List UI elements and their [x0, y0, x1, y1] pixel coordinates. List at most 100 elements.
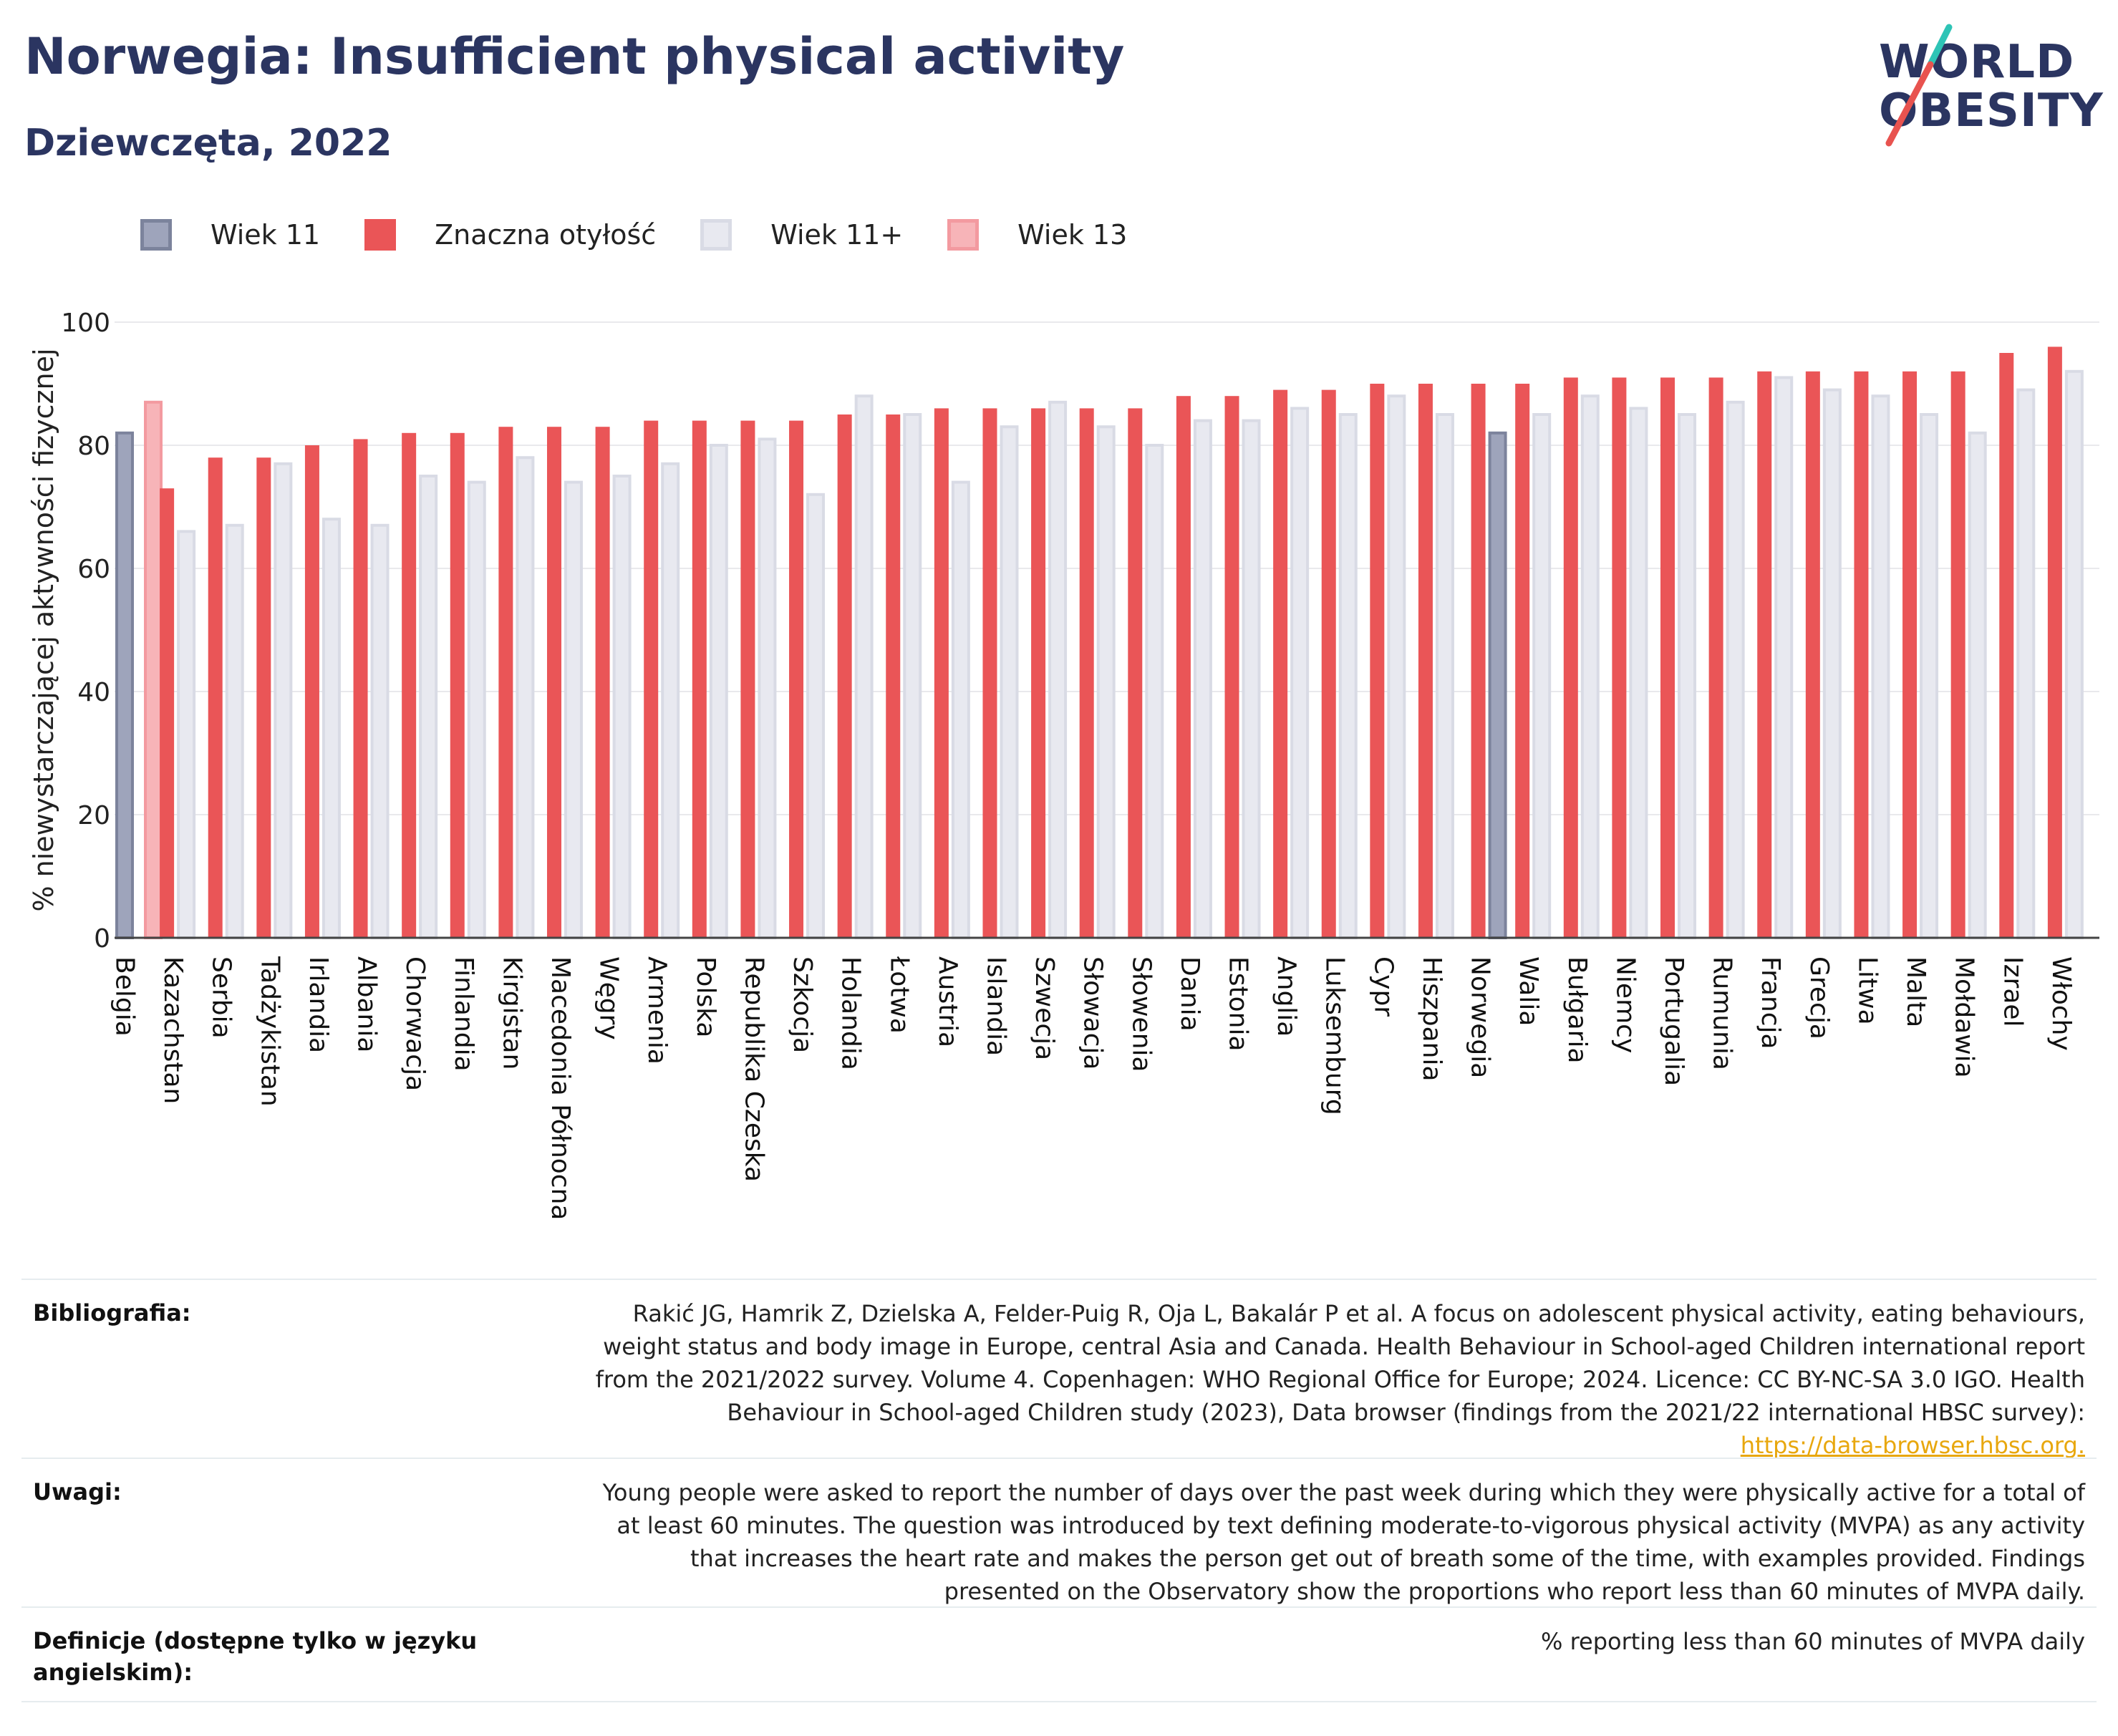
legend-label: Wiek 11: [211, 219, 321, 251]
bar-wiek-11-: [1774, 376, 1794, 939]
bar-znaczna-oty-o-: [1273, 389, 1288, 938]
legend-swatch: [700, 219, 732, 251]
bar-znaczna-oty-o-: [498, 427, 513, 938]
bar-znaczna-oty-o-: [982, 408, 997, 938]
x-tick-label: Portugalia: [1659, 956, 1688, 1086]
bar-wiek-11-: [274, 462, 293, 940]
bar-wiek-11-: [1048, 400, 1068, 940]
bar-znaczna-oty-o-: [353, 439, 368, 938]
logo-line-1: WORLD: [1879, 36, 2075, 89]
x-tick-label: Chorwacja: [400, 956, 430, 1091]
x-tick-label: Holandia: [836, 956, 866, 1070]
bar-znaczna-oty-o-: [934, 408, 949, 938]
y-tick-label: 60: [77, 555, 110, 584]
bar-znaczna-oty-o-: [1079, 408, 1094, 938]
y-axis-label: % niewystarczającej aktywności fizycznej: [28, 348, 59, 911]
bar-znaczna-oty-o-: [1128, 408, 1143, 938]
legend-swatch: [947, 219, 980, 251]
page-subtitle: Dziewczęta, 2022: [24, 122, 392, 165]
bar-wiek-11-: [467, 480, 486, 940]
bar-znaczna-oty-o-: [546, 427, 561, 938]
legend-item-znaczna-otylosc[interactable]: Znaczna otyłość: [364, 219, 656, 251]
bar-znaczna-oty-o-: [1031, 408, 1046, 938]
x-tick-label: Anglia: [1272, 956, 1301, 1037]
bar-wiek-11-: [419, 475, 438, 939]
bar-wiek-11-: [951, 480, 970, 940]
bar-znaczna-oty-o-: [1224, 396, 1239, 938]
bar-znaczna-oty-o-: [644, 420, 659, 938]
meta-value: % reporting less than 60 minutes of MVPA…: [1540, 1628, 2085, 1655]
bar-znaczna-oty-o-: [1708, 377, 1723, 938]
bar-znaczna-oty-o-: [1950, 371, 1965, 938]
world-obesity-logo: WORLD OBESITY: [1869, 21, 2105, 150]
bar-wiek-11-: [2064, 369, 2084, 940]
bar-wiek-11-: [225, 523, 244, 939]
meta-key: Definicje (dostępne tylko w języku angie…: [33, 1627, 478, 1686]
x-tick-label: Słowenia: [1126, 956, 1156, 1072]
x-tick-label: Malta: [1901, 956, 1930, 1027]
x-tick-label: Dania: [1175, 956, 1204, 1032]
logo-slash-icon: [1885, 24, 1953, 147]
bar-znaczna-oty-o-: [740, 420, 755, 938]
x-tick-label: Węgry: [594, 956, 624, 1040]
bar-znaczna-oty-o-: [1563, 377, 1578, 938]
bar-znaczna-oty-o-: [402, 432, 417, 938]
bar-wiek-11-: [758, 437, 777, 939]
x-tick-label: Izrael: [1998, 956, 2027, 1027]
legend-item-wiek-11[interactable]: Wiek 11: [140, 219, 320, 251]
bar-wiek-11-: [612, 475, 632, 939]
x-tick-label: Irlandia: [304, 956, 333, 1053]
meta-key: Bibliografia:: [33, 1299, 191, 1327]
bar-znaczna-oty-o-: [1176, 396, 1191, 938]
bar-znaczna-oty-o-: [1660, 377, 1675, 938]
x-tick-label: Hiszpania: [1417, 956, 1446, 1082]
bar-wiek-11-: [1290, 407, 1310, 939]
x-tick-label: Walia: [1514, 956, 1543, 1026]
bar-wiek-11-: [1242, 419, 1261, 940]
legend-item-wiek-13[interactable]: Wiek 13: [947, 219, 1127, 251]
x-tick-label: Luksemburg: [1320, 956, 1350, 1115]
x-tick-label: Serbia: [207, 956, 236, 1039]
legend-label: Wiek 13: [1017, 219, 1128, 251]
x-tick-label: Tadżykistan: [255, 956, 284, 1107]
x-tick-label: Albania: [352, 956, 382, 1052]
x-tick-label: Francja: [1756, 956, 1785, 1049]
x-tick-label: Armenia: [642, 956, 672, 1065]
bar-znaczna-oty-o-: [886, 414, 901, 938]
bar-wiek-11-: [516, 456, 535, 939]
y-tick-label: 80: [77, 432, 110, 461]
x-tick-label: Austria: [933, 956, 962, 1047]
x-tick-label: Szwecja: [1030, 956, 1059, 1060]
x-tick-label: Słowacja: [1078, 956, 1108, 1070]
bar-wiek-11-: [709, 444, 728, 939]
x-tick-label: Islandia: [981, 956, 1010, 1056]
bar-wiek-11-: [370, 523, 390, 939]
y-tick-label: 20: [77, 801, 110, 830]
bar-wiek-11-: [564, 480, 583, 940]
bar-znaczna-oty-o-: [1805, 371, 1820, 938]
bar-znaczna-oty-o-: [1515, 384, 1530, 938]
bar-znaczna-oty-o-: [837, 414, 852, 938]
bar-wiek-11-: [1871, 394, 1890, 939]
bar-znaczna-oty-o-: [1612, 377, 1627, 938]
bibliography-link[interactable]: https://data-browser.hbsc.org.: [1740, 1432, 2085, 1459]
meta-value: Rakić JG, Hamrik Z, Dzielska A, Felder-P…: [581, 1297, 2085, 1462]
bar-wiek-11-: [1580, 394, 1600, 939]
x-tick-label: Włochy: [2046, 956, 2076, 1051]
bar-wiek-11-: [1387, 394, 1406, 939]
bar-wiek-11-: [1435, 413, 1454, 939]
legend-label: Znaczna otyłość: [435, 219, 657, 251]
bibliography-text: Rakić JG, Hamrik Z, Dzielska A, Felder-P…: [595, 1300, 2085, 1426]
bar-wiek-11: [115, 431, 134, 940]
bar-wiek-11-: [1145, 444, 1164, 939]
bar-znaczna-oty-o-: [2047, 346, 2062, 938]
x-tick-label: Estonia: [1224, 956, 1253, 1052]
bar-wiek-11-: [903, 413, 922, 939]
x-tick-label: Łotwa: [884, 956, 914, 1034]
bar-wiek-11-: [1338, 413, 1358, 939]
x-tick-label: Kazachstan: [158, 956, 188, 1104]
bar-wiek-11: [1488, 431, 1507, 940]
legend-item-wiek-11-plus[interactable]: Wiek 11+: [700, 219, 903, 251]
x-tick-label: Polska: [691, 956, 720, 1037]
bar-znaczna-oty-o-: [1370, 384, 1385, 938]
